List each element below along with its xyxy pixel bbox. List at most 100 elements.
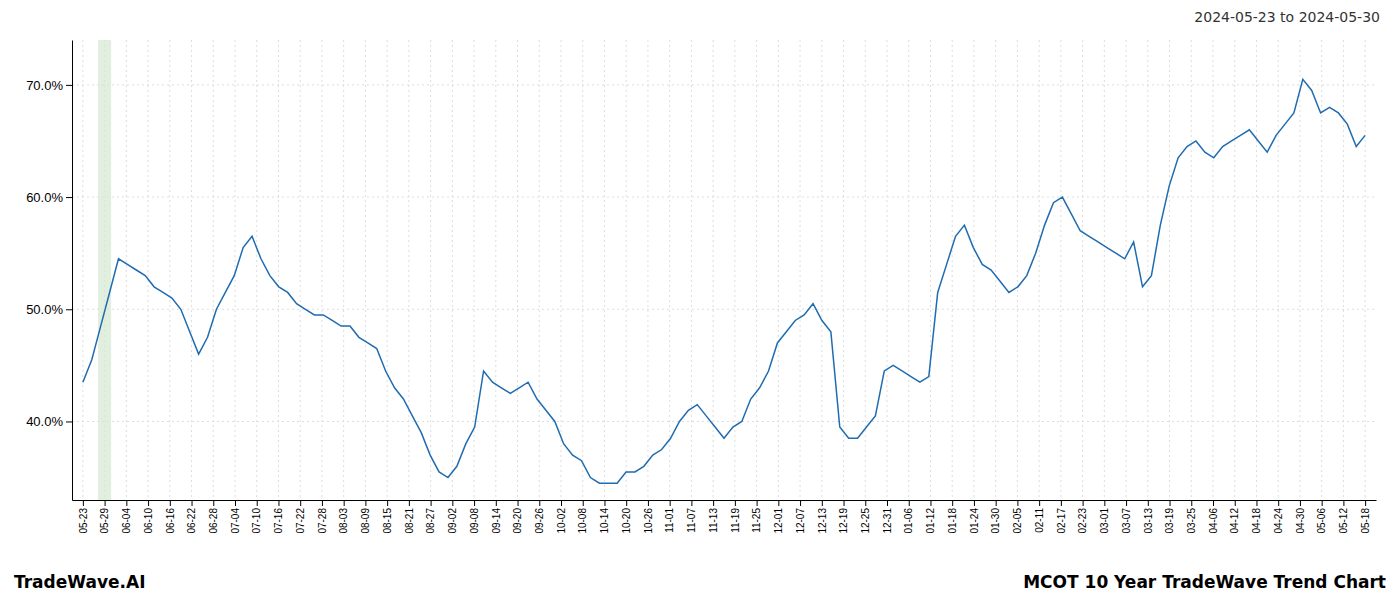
grid-line-x: [1256, 40, 1257, 500]
x-tick-label: 07-28: [317, 508, 328, 534]
x-tick-label: 11-19: [730, 508, 741, 533]
x-tick: 11-25: [751, 500, 762, 533]
grid-line-x: [778, 40, 779, 500]
x-tick: 01-30: [990, 500, 1001, 534]
grid-line-x: [973, 40, 974, 500]
grid-line-x: [561, 40, 562, 500]
x-tick-label: 01-12: [925, 508, 936, 534]
y-tick-label: 60.0%: [26, 190, 63, 205]
grid-line-x: [300, 40, 301, 500]
x-tick-label: 03-01: [1099, 508, 1110, 534]
x-tick-mark: [474, 500, 475, 506]
x-tick-mark: [561, 500, 562, 506]
grid-line-x: [343, 40, 344, 500]
y-tick-mark: [66, 421, 72, 422]
x-tick-mark: [1213, 500, 1214, 506]
x-tick-label: 05-29: [99, 508, 110, 534]
x-tick: 07-16: [273, 500, 284, 534]
grid-line-x: [669, 40, 670, 500]
x-tick-mark: [648, 500, 649, 506]
x-tick-label: 03-19: [1164, 508, 1175, 534]
x-tick-mark: [235, 500, 236, 506]
grid-line-y: [72, 197, 1376, 198]
x-tick: 05-29: [99, 500, 110, 534]
x-tick-label: 12-31: [882, 508, 893, 534]
x-tick: 06-04: [121, 500, 132, 534]
grid-line-x: [430, 40, 431, 500]
x-tick-mark: [431, 500, 432, 506]
x-tick-label: 09-20: [512, 508, 523, 534]
x-tick-mark: [539, 500, 540, 506]
x-tick-mark: [213, 500, 214, 506]
x-tick-mark: [887, 500, 888, 506]
x-tick-mark: [344, 500, 345, 506]
x-tick-mark: [1170, 500, 1171, 506]
grid-line-x: [1060, 40, 1061, 500]
grid-line-x: [908, 40, 909, 500]
grid-line-x: [1321, 40, 1322, 500]
x-tick-label: 08-15: [382, 508, 393, 534]
grid-line-x: [1082, 40, 1083, 500]
x-tick: 10-08: [577, 500, 588, 534]
x-tick: 10-20: [621, 500, 632, 534]
grid-line-x: [887, 40, 888, 500]
grid-line-x: [1126, 40, 1127, 500]
x-tick-mark: [713, 500, 714, 506]
x-tick-label: 11-25: [751, 508, 762, 533]
x-tick-label: 12-19: [838, 508, 849, 534]
x-tick-mark: [518, 500, 519, 506]
x-tick: 04-12: [1229, 500, 1240, 534]
x-tick-label: 05-06: [1316, 508, 1327, 534]
trend-line: [83, 79, 1365, 483]
x-tick: 02-05: [1012, 500, 1023, 534]
annotation: MCOT 10 Year TradeWave Trend Chart: [1023, 572, 1386, 592]
y-tick-label: 70.0%: [26, 78, 63, 93]
x-tick: 12-01: [773, 500, 784, 534]
x-tick-label: 07-16: [273, 508, 284, 534]
x-tick-label: 03-07: [1121, 508, 1132, 534]
grid-line-x: [1278, 40, 1279, 500]
y-tick-mark: [66, 85, 72, 86]
x-tick-mark: [1256, 500, 1257, 506]
x-tick-mark: [105, 500, 106, 506]
x-tick: 08-27: [425, 500, 436, 534]
x-tick: 03-19: [1164, 500, 1175, 534]
x-tick: 09-20: [512, 500, 523, 534]
x-tick-label: 01-30: [990, 508, 1001, 534]
x-tick-mark: [126, 500, 127, 506]
grid-line-x: [1017, 40, 1018, 500]
x-tick: 03-13: [1143, 500, 1154, 534]
x-tick-label: 08-21: [404, 508, 415, 534]
x-tick-label: 01-06: [903, 508, 914, 534]
plot: 05-2305-2906-0406-1006-1606-2206-2807-04…: [26, 40, 1376, 534]
grid-line-x: [408, 40, 409, 500]
x-tick-label: 10-14: [599, 508, 610, 534]
x-tick: 05-06: [1316, 500, 1327, 534]
x-tick: 02-11: [1034, 500, 1045, 533]
grid-line-x: [952, 40, 953, 500]
x-tick: 05-23: [78, 500, 89, 534]
x-tick-label: 10-26: [643, 508, 654, 534]
grid-line-x: [1147, 40, 1148, 500]
grid-line-x: [734, 40, 735, 500]
grid: [72, 40, 1376, 500]
x-tick: 11-07: [686, 500, 697, 533]
x-tick: 09-08: [469, 500, 480, 534]
x-tick-mark: [192, 500, 193, 506]
x-tick-label: 11-07: [686, 508, 697, 533]
grid-line-x: [1213, 40, 1214, 500]
x-tick-mark: [1039, 500, 1040, 506]
x-tick-mark: [1343, 500, 1344, 506]
x-tick: 12-25: [860, 500, 871, 534]
x-tick: 12-07: [795, 500, 806, 534]
x-tick-label: 04-24: [1273, 508, 1284, 534]
x-tick-mark: [387, 500, 388, 506]
x-tick-label: 11-13: [708, 508, 719, 533]
title: 2024-05-23 to 2024-05-30: [1194, 9, 1380, 25]
x-tick-mark: [800, 500, 801, 506]
x-tick: 04-06: [1208, 500, 1219, 534]
y-tick: 70.0%: [26, 78, 72, 93]
grid-line-x: [278, 40, 279, 500]
x-tick-label: 04-12: [1229, 508, 1240, 534]
grid-line-x: [213, 40, 214, 500]
